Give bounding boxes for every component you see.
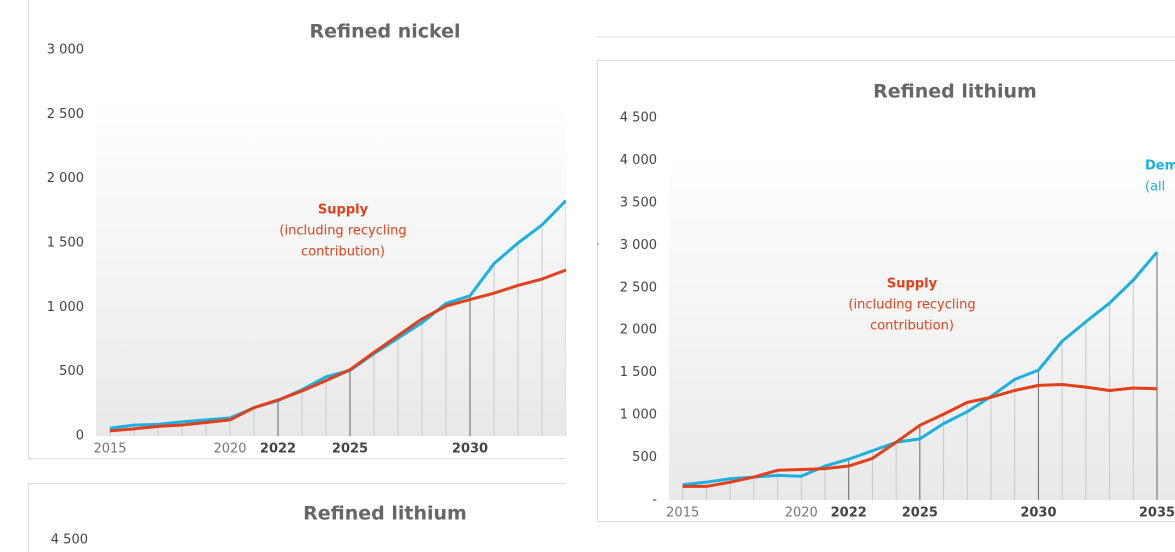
chart-title: Refined lithium: [303, 503, 467, 525]
annotation: Supply: [318, 203, 369, 218]
y-tick-label: 1 000: [47, 300, 84, 315]
x-tick-label: 2022: [260, 442, 296, 457]
x-tick-label: 2020: [213, 442, 246, 457]
x-tick-label: 2025: [902, 506, 938, 521]
plot-background: [669, 150, 1175, 500]
y-tick-label: 1 500: [47, 236, 84, 251]
annotation: contribution): [870, 319, 954, 334]
y-tick-label: 2 500: [620, 280, 657, 295]
chart-lithium: - 500 1 000 1 500 2 000 2 500 3 000 3 500 4 000 4…: [582, 81, 1175, 521]
y-tick-label: 3 000: [620, 238, 657, 253]
y-tick-label: 500: [59, 364, 84, 379]
series-line: [682, 383, 1158, 488]
y-tick-label: 0: [76, 429, 84, 444]
chart-title: Refined nickel: [309, 21, 460, 43]
x-tick-label: 2020: [785, 506, 818, 521]
y-tick-label: 2 000: [47, 171, 84, 186]
y-tick-label: 2 500: [47, 107, 84, 122]
annotation: contribution): [301, 245, 385, 260]
y-tick-label: 1 500: [620, 365, 657, 380]
series-line: [109, 268, 566, 433]
y-tick-label: -: [652, 493, 657, 508]
x-tick-label: 2025: [332, 442, 368, 457]
x-tick-label: 2015: [93, 442, 126, 457]
x-tick-label: 2030: [1020, 506, 1056, 521]
y-axis-label: In kilotons: [9, 205, 27, 282]
annotation: (including recycling: [848, 298, 975, 313]
chart-lithium-lower: 4 500 Refined lithium: [51, 503, 467, 548]
y-tick-label: 1 000: [620, 408, 657, 423]
y-tick-label: 2 000: [620, 323, 657, 338]
annotation: (all: [1145, 180, 1165, 195]
y-tick-label: 4 500: [620, 111, 657, 126]
top-sliver-panel: [597, 0, 1175, 38]
annotation: Supply: [887, 277, 938, 292]
plot-background: [96, 100, 566, 436]
series-line: [682, 251, 1159, 487]
chart-nickel: 0 500 1 000 1 500 2 000 2 500 3 000 2015 2020 202…: [9, 21, 566, 457]
annotation: (including recycling: [279, 224, 406, 239]
y-tick-label: 3 000: [47, 43, 84, 58]
y-tick-label: 4 500: [51, 533, 88, 548]
y-tick-label: 4 000: [620, 153, 657, 168]
y-tick-label: 500: [632, 450, 657, 465]
chart-title: Refined lithium: [873, 81, 1037, 103]
x-tick-label: 2015: [666, 506, 699, 521]
x-tick-label: 2035: [1139, 506, 1175, 521]
y-tick-label: 3 500: [620, 195, 657, 210]
panel-bottom-left: [28, 483, 566, 552]
x-tick-label: 2030: [452, 442, 488, 457]
annotation: Demand: [1145, 159, 1175, 174]
y-axis-label: lithium carbonate equivalent: [582, 181, 600, 398]
x-tick-label: 2022: [831, 506, 867, 521]
